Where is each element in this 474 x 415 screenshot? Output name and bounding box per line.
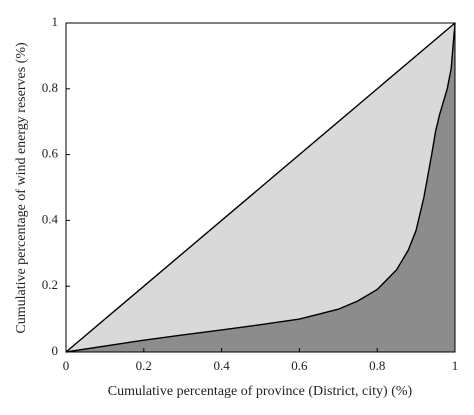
area: [66, 23, 455, 352]
y-tick-label: 0.4: [42, 211, 59, 226]
y-tick-label: 0: [52, 343, 59, 358]
x-tick-label: 0: [63, 358, 70, 373]
x-tick-label: 0.8: [369, 358, 385, 373]
x-tick-label: 0.6: [291, 358, 308, 373]
y-axis-title: Cumulative percentage of wind energy res…: [14, 42, 29, 334]
x-tick-label: 1: [452, 358, 459, 373]
x-axis-title: Cumulative percentage of province (Distr…: [108, 384, 413, 399]
x-tick-label: 0.2: [136, 358, 152, 373]
plot-frame: [65, 22, 456, 353]
y-tick-label: 1: [52, 14, 59, 29]
x-tick-label: 0.4: [213, 358, 230, 373]
y-tick-label: 0.6: [42, 146, 59, 161]
y-tick-label: 0.8: [42, 80, 58, 95]
line: [65, 22, 456, 353]
line: [65, 22, 456, 353]
y-tick-label: 0.2: [42, 277, 58, 292]
